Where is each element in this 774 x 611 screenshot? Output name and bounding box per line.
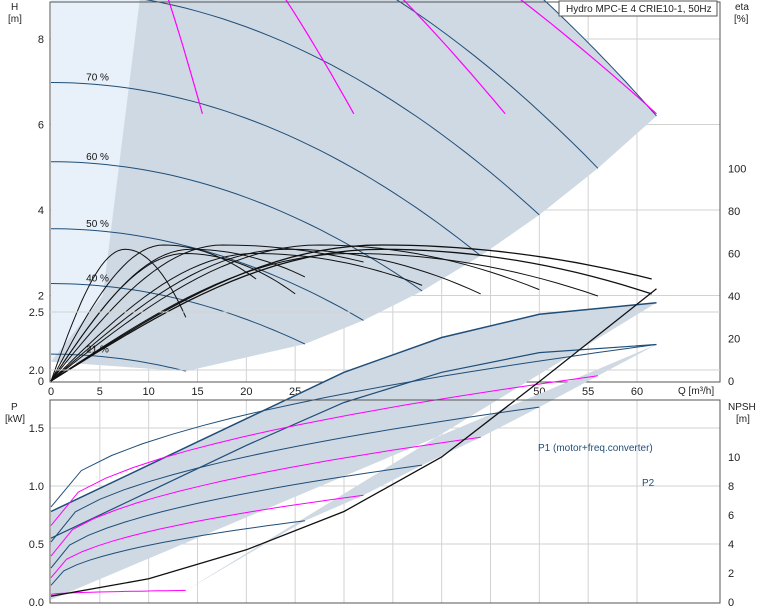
- x-tick-label: 0: [48, 386, 54, 398]
- efficiency-curve: [50, 244, 257, 382]
- efficiency-curve: [50, 248, 481, 382]
- y-tick-label: 8: [38, 34, 44, 46]
- eta-tick-label: 80: [728, 206, 740, 218]
- p-tick-label: 0.5: [29, 539, 44, 551]
- speed-label: 21 %: [86, 344, 109, 355]
- eta-tick-label: 100: [728, 164, 746, 176]
- npsh-tick-label: 4: [728, 539, 734, 551]
- operating-area: [51, 0, 657, 372]
- x-tick-label: 20: [240, 386, 252, 398]
- x-tick-label: 55: [582, 386, 594, 398]
- x-tick-label: 5: [97, 386, 103, 398]
- power-curve: [50, 344, 657, 508]
- chart-title: Hydro MPC-E 4 CRIE10-1, 50Hz: [566, 4, 712, 15]
- system-curves: [167, 0, 657, 115]
- system-curve: [285, 0, 355, 115]
- p-tick-label: 1.0: [29, 481, 44, 493]
- efficiency-curves: [50, 244, 652, 382]
- qh-curve: [50, 161, 423, 292]
- eta-tick-labels: 0 20 40 60 80 100: [728, 164, 746, 389]
- title-box: [558, 0, 718, 17]
- system-curve: [167, 0, 203, 114]
- x-axis-label: Q [m³/h]: [678, 386, 714, 397]
- y-axis-label-p: P: [11, 402, 18, 413]
- p-tick-label: 2.0: [29, 365, 44, 377]
- power-curves: [50, 288, 657, 597]
- y-tick-labels: 02468101214: [38, 34, 44, 388]
- y-axis-unit-h: [m]: [8, 14, 22, 25]
- power-curve: [50, 520, 305, 586]
- system-curve: [402, 0, 506, 115]
- power-frame: [49, 399, 721, 604]
- p-tick-label: 0.0: [29, 597, 44, 609]
- power-range-area: [51, 302, 657, 600]
- efficiency-curve: [50, 248, 652, 382]
- speed-label: 40 %: [86, 274, 109, 285]
- eta-tick-label: 20: [728, 334, 740, 346]
- qh-curve: [50, 228, 364, 321]
- npsh-tick-label: 10: [728, 452, 740, 464]
- efficiency-curve: [50, 252, 599, 382]
- qh-curve: [51, 353, 186, 372]
- x-tick-label: 60: [631, 386, 643, 398]
- speed-labels: 100 %90 %80 %70 %60 %50 %40 %21 %: [86, 73, 109, 356]
- y-axis-unit-p: [kW]: [5, 414, 25, 425]
- y-tick-label: 0: [38, 376, 44, 388]
- power-curve: [50, 375, 598, 526]
- x-tick-label: 10: [143, 386, 155, 398]
- p-tick-labels: 0.0 0.5 1.0 1.5 2.0 2.5: [29, 307, 44, 609]
- power-curve: [50, 464, 423, 569]
- power-curve: [50, 494, 364, 579]
- system-curve: [520, 0, 657, 115]
- npsh-tick-label: 2: [728, 568, 734, 580]
- y-axis-unit-npsh: [m]: [736, 414, 750, 425]
- operating-range-area: [51, 0, 657, 372]
- efficiency-curve: [50, 252, 423, 382]
- qh-curve: [543, 0, 657, 117]
- qh-curves: [50, 0, 657, 372]
- speed-label: 70 %: [86, 73, 109, 84]
- npsh-tick-labels: 0 2 4 6 8 10: [728, 452, 740, 609]
- power-curve: [50, 436, 481, 557]
- qh-curve: [50, 82, 482, 257]
- y-axis-label-h: H: [11, 2, 18, 13]
- series-label-p2: P2: [642, 478, 655, 489]
- eta-tick-label: 40: [728, 291, 740, 303]
- low-flow-area: [51, 0, 140, 362]
- npsh-tick-label: 0: [728, 597, 734, 609]
- x-tick-label: 15: [191, 386, 203, 398]
- power-panel: P [kW] NPSH [m] P1 (motor+freq.converter…: [5, 288, 756, 609]
- qh-panel: Hydro MPC-E 4 CRIE10-1, 50Hz H [m] eta […: [8, 0, 749, 398]
- y-tick-label: 2: [38, 291, 44, 303]
- npsh-tick-label: 6: [728, 510, 734, 522]
- qh-curve: [50, 283, 306, 345]
- efficiency-curve: [50, 244, 540, 382]
- p1-curve: [50, 301, 657, 513]
- qh-curve: [145, 0, 540, 216]
- efficiency-curve: [50, 252, 296, 382]
- efficiency-curve: [50, 244, 364, 382]
- efficiency-curve: [50, 248, 187, 382]
- p-tick-label: 1.5: [29, 423, 44, 435]
- qh-curve: [396, 0, 599, 169]
- power-curve: [50, 406, 540, 543]
- p-tick-label: 2.5: [29, 307, 44, 319]
- npsh-tick-label: 8: [728, 481, 734, 493]
- y-axis-unit-eta: [%]: [734, 14, 749, 25]
- y-tick-label: 6: [38, 120, 44, 132]
- speed-label: 60 %: [86, 152, 109, 163]
- p2-curve: [50, 343, 657, 539]
- y-axis-label-npsh: NPSH: [728, 402, 756, 413]
- series-label-p1: P1 (motor+freq.converter): [538, 443, 653, 454]
- eta-tick-label: 60: [728, 249, 740, 261]
- speed-label: 50 %: [86, 219, 109, 230]
- npsh-curve: [50, 288, 657, 597]
- y-tick-label: 4: [38, 205, 44, 217]
- eta-tick-label: 0: [728, 376, 734, 388]
- y-axis-label-eta: eta: [735, 2, 749, 13]
- power-area: [51, 302, 657, 600]
